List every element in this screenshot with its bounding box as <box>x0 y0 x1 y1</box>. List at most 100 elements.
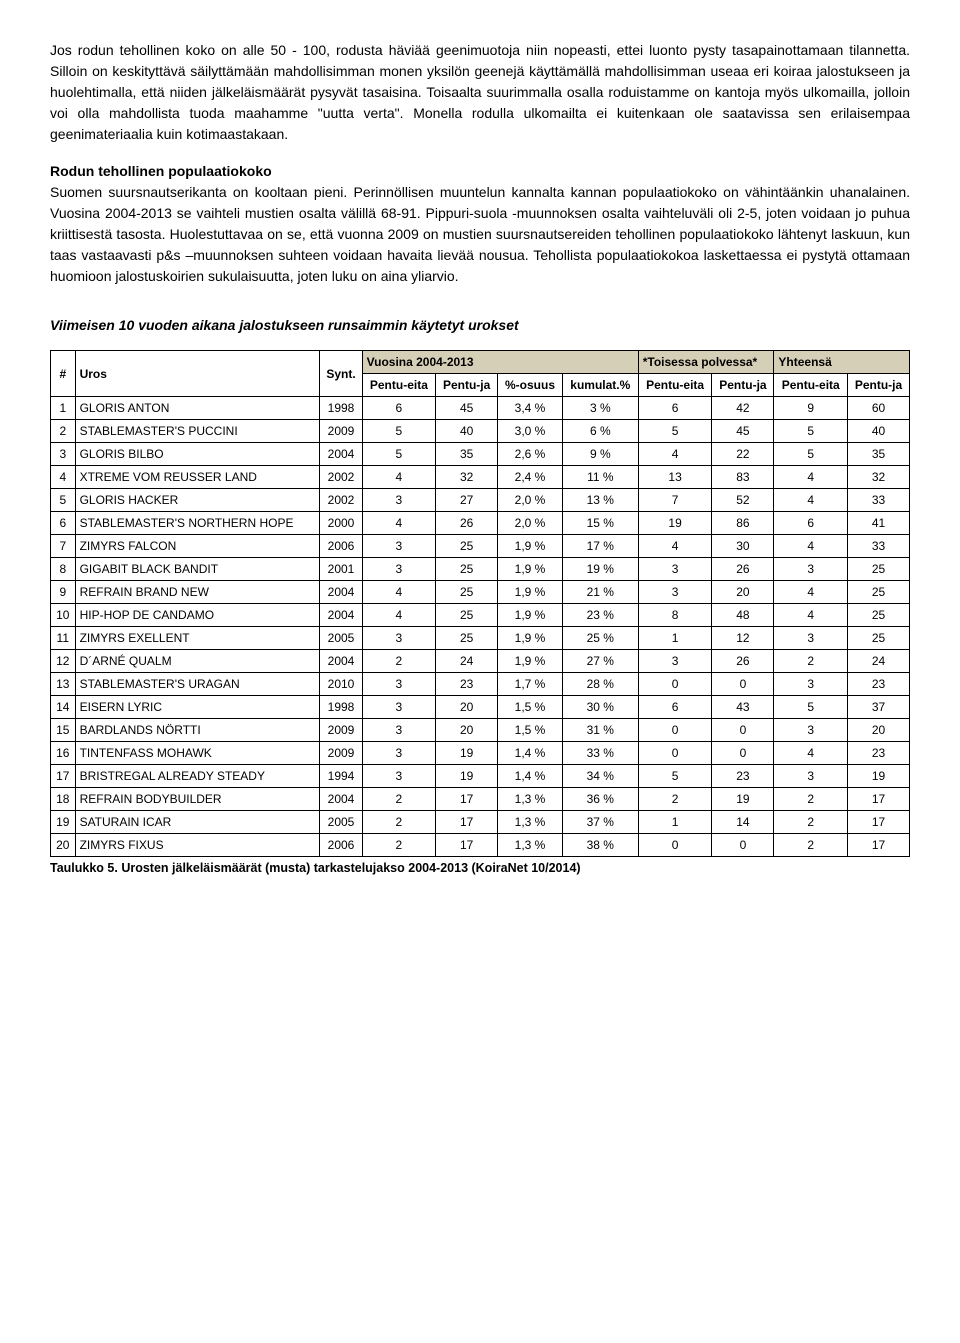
table-cell: 1994 <box>320 765 362 788</box>
table-cell: 3 <box>362 765 436 788</box>
table-cell: HIP-HOP DE CANDAMO <box>75 604 320 627</box>
table-cell: 3 <box>362 719 436 742</box>
table-cell: 25 <box>436 581 498 604</box>
col-kumulat: kumulat.% <box>562 374 638 397</box>
table-cell: 23 <box>436 673 498 696</box>
table-cell: 17 % <box>562 535 638 558</box>
table-cell: 60 <box>848 397 910 420</box>
table-cell: 1998 <box>320 397 362 420</box>
table-cell: 2006 <box>320 535 362 558</box>
table-cell: 2 <box>774 811 848 834</box>
table-row: 3GLORIS BILBO20045352,6 %9 %422535 <box>51 443 910 466</box>
table-cell: 14 <box>712 811 774 834</box>
table-cell: 52 <box>712 489 774 512</box>
table-cell: 5 <box>362 420 436 443</box>
table-cell: 37 <box>848 696 910 719</box>
table-cell: 15 % <box>562 512 638 535</box>
section-population: Rodun tehollinen populaatiokoko Suomen s… <box>50 161 910 287</box>
table-cell: 27 % <box>562 650 638 673</box>
table-cell: 5 <box>362 443 436 466</box>
table-cell: 12 <box>51 650 76 673</box>
table-cell: GIGABIT BLACK BANDIT <box>75 558 320 581</box>
group-toisessa: *Toisessa polvessa* <box>638 351 774 374</box>
table-row: 7ZIMYRS FALCON20063251,9 %17 %430433 <box>51 535 910 558</box>
table-row: 6STABLEMASTER'S NORTHERN HOPE20004262,0 … <box>51 512 910 535</box>
table-cell: BARDLANDS NÖRTTI <box>75 719 320 742</box>
table-cell: 25 <box>436 627 498 650</box>
table-cell: 3 <box>774 673 848 696</box>
table-cell: 2001 <box>320 558 362 581</box>
table-cell: 3 <box>774 719 848 742</box>
table-cell: 13 <box>51 673 76 696</box>
table-cell: 1,3 % <box>498 811 563 834</box>
table-cell: GLORIS BILBO <box>75 443 320 466</box>
table-cell: 42 <box>712 397 774 420</box>
table-cell: 0 <box>712 719 774 742</box>
table-cell: 7 <box>638 489 712 512</box>
table-cell: 23 <box>848 742 910 765</box>
table-cell: 1,9 % <box>498 581 563 604</box>
table-cell: 17 <box>848 788 910 811</box>
table-cell: 2009 <box>320 420 362 443</box>
table-cell: 4 <box>638 443 712 466</box>
table-cell: 2 <box>774 834 848 857</box>
table-cell: D´ARNÉ QUALM <box>75 650 320 673</box>
table-cell: 2 <box>362 834 436 857</box>
table-cell: STABLEMASTER'S URAGAN <box>75 673 320 696</box>
table-cell: XTREME VOM REUSSER LAND <box>75 466 320 489</box>
table-cell: 2004 <box>320 604 362 627</box>
table-cell: 0 <box>638 719 712 742</box>
sires-table: # Uros Synt. Vuosina 2004-2013 *Toisessa… <box>50 350 910 857</box>
table-cell: 3 <box>362 489 436 512</box>
table-cell: 2009 <box>320 719 362 742</box>
table-cell: 86 <box>712 512 774 535</box>
table-cell: 3 <box>362 742 436 765</box>
col-uros: Uros <box>75 351 320 397</box>
table-cell: 23 % <box>562 604 638 627</box>
table-cell: 28 % <box>562 673 638 696</box>
table-row: 17BRISTREGAL ALREADY STEADY19943191,4 %3… <box>51 765 910 788</box>
table-cell: 25 <box>848 627 910 650</box>
table-cell: 6 <box>638 397 712 420</box>
table-cell: 3 <box>362 535 436 558</box>
table-cell: 3 <box>774 627 848 650</box>
table-cell: 2005 <box>320 811 362 834</box>
table-cell: 1,3 % <box>498 788 563 811</box>
table-cell: 4 <box>362 604 436 627</box>
table-cell: 2 <box>362 650 436 673</box>
table-cell: 8 <box>51 558 76 581</box>
table-cell: TINTENFASS MOHAWK <box>75 742 320 765</box>
table-cell: REFRAIN BRAND NEW <box>75 581 320 604</box>
table-row: 1GLORIS ANTON19986453,4 %3 %642960 <box>51 397 910 420</box>
table-cell: 1,3 % <box>498 834 563 857</box>
table-cell: 24 <box>436 650 498 673</box>
table-cell: 22 <box>712 443 774 466</box>
table-cell: 2004 <box>320 788 362 811</box>
table-caption: Taulukko 5. Urosten jälkeläismäärät (mus… <box>50 859 910 878</box>
table-row: 4XTREME VOM REUSSER LAND20024322,4 %11 %… <box>51 466 910 489</box>
table-cell: 2,6 % <box>498 443 563 466</box>
table-cell: 19 <box>712 788 774 811</box>
table-cell: 32 <box>436 466 498 489</box>
table-row: 8GIGABIT BLACK BANDIT20013251,9 %19 %326… <box>51 558 910 581</box>
table-cell: 15 <box>51 719 76 742</box>
table-cell: 6 <box>638 696 712 719</box>
table-row: 14EISERN LYRIC19983201,5 %30 %643537 <box>51 696 910 719</box>
table-cell: 34 % <box>562 765 638 788</box>
table-cell: 4 <box>774 742 848 765</box>
table-cell: 1,9 % <box>498 627 563 650</box>
table-row: 19SATURAIN ICAR20052171,3 %37 %114217 <box>51 811 910 834</box>
table-cell: 19 <box>436 765 498 788</box>
table-cell: 30 <box>712 535 774 558</box>
table-cell: 17 <box>436 811 498 834</box>
table-cell: 0 <box>712 742 774 765</box>
table-cell: 25 <box>848 581 910 604</box>
table-cell: 37 % <box>562 811 638 834</box>
table-cell: 4 <box>638 535 712 558</box>
table-cell: 25 <box>848 558 910 581</box>
table-cell: 45 <box>436 397 498 420</box>
table-cell: 21 % <box>562 581 638 604</box>
table-cell: 83 <box>712 466 774 489</box>
table-cell: SATURAIN ICAR <box>75 811 320 834</box>
table-cell: 5 <box>774 420 848 443</box>
